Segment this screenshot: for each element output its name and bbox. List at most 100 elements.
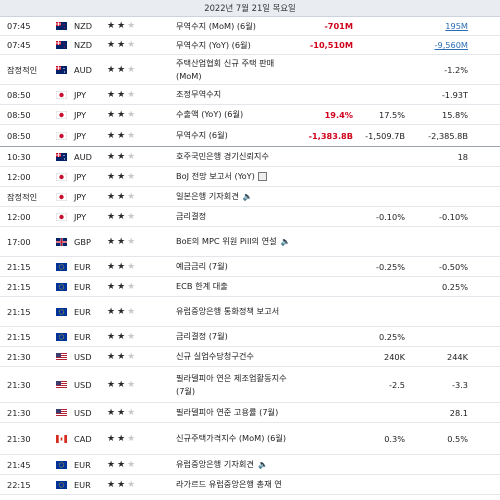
event-name[interactable]: BoJ 전망 보고서 (YoY) — [176, 167, 296, 186]
jp-flag — [56, 207, 69, 226]
event-name[interactable]: 무역수지 (6월) — [176, 125, 296, 146]
calendar-row[interactable]: 21:30 USD ★ ★ ★ 필라델피아 연은 제조업활동지수 (7월) -2.5 -3.3 — [0, 367, 500, 403]
event-title[interactable]: 수출액 (YoY) (6월) — [176, 109, 244, 119]
event-title[interactable]: 일본은행 기자회견 — [176, 191, 239, 201]
event-title[interactable]: 조정무역수지 — [176, 89, 222, 99]
event-title[interactable]: 예금금리 (7월) — [176, 261, 228, 271]
calendar-row[interactable]: 21:15 EUR ★ ★ ★ ECB 한계 대출 0.25% — [0, 277, 500, 297]
speaker-icon[interactable]: 🔈 — [242, 192, 253, 201]
calendar-row[interactable]: 08:50 JPY ★ ★ ★ 조정무역수지 -1.93T — [0, 85, 500, 105]
event-time: 12:00 — [7, 211, 31, 222]
previous-value: -9,560M — [434, 40, 468, 50]
event-title[interactable]: 유럽중앙은행 기자회견 — [176, 459, 254, 469]
event-title[interactable]: 필라델피아 연준 고용률 (7월) — [176, 407, 279, 417]
report-icon[interactable] — [257, 172, 267, 181]
event-name[interactable]: 일본은행 기자회견 🔈 — [176, 187, 296, 206]
event-name[interactable]: 수출액 (YoY) (6월) — [176, 105, 296, 124]
calendar-row[interactable]: 07:45 NZD ★ ★ ★ 무역수지 (MoM) (6월) -701M 195M — [0, 17, 500, 36]
forecast-value — [354, 55, 405, 84]
event-title[interactable]: 금리결정 (7월) — [176, 331, 228, 341]
actual-value — [260, 227, 353, 256]
event-name[interactable]: 무역수지 (MoM) (6월) — [176, 17, 296, 35]
star-icon: ★ — [107, 351, 116, 362]
event-name[interactable]: 무역수지 (YoY) (6월) — [176, 36, 296, 54]
event-title[interactable]: 무역수지 (MoM) (6월) — [176, 20, 256, 31]
us-flag — [56, 367, 69, 402]
star-icon: ★ — [127, 306, 136, 317]
importance-stars: ★ ★ ★ — [107, 85, 155, 104]
forecast-value: -2.5 — [389, 379, 405, 390]
ca-flag — [56, 423, 69, 454]
event-title[interactable]: 무역수지 (6월) — [176, 130, 228, 140]
importance-stars: ★ ★ ★ — [107, 36, 155, 54]
calendar-row[interactable]: 12:00 JPY ★ ★ ★ BoJ 전망 보고서 (YoY) — [0, 167, 500, 187]
event-name[interactable]: BoE의 MPC 위원 Pill의 연설 🔈 — [176, 227, 296, 256]
calendar-row[interactable]: 잠정적인 AUD ★ ★ ★ 주택산업협회 신규 주택 판매 (MoM) -1.2% — [0, 55, 500, 85]
actual-value — [260, 277, 353, 296]
event-name[interactable]: 조정무역수지 — [176, 85, 296, 104]
forecast-value: -0.10% — [376, 211, 405, 222]
previous-value: -1.2% — [444, 64, 468, 75]
event-title[interactable]: 유럽중앙은행 통화정책 보고서 — [176, 306, 280, 316]
event-title[interactable]: 금리결정 — [176, 211, 207, 221]
calendar-row[interactable]: 잠정적인 JPY ★ ★ ★ 일본은행 기자회견 🔈 — [0, 187, 500, 207]
speaker-icon[interactable]: 🔈 — [257, 460, 268, 469]
actual-value — [260, 187, 353, 206]
previous-value — [406, 475, 468, 494]
event-title[interactable]: 신규주택가격지수 (MoM) (6월) — [176, 433, 287, 443]
event-name[interactable]: 호주국민은행 경기신뢰지수 — [176, 147, 296, 166]
speaker-icon[interactable]: 🔈 — [280, 237, 291, 246]
event-title[interactable]: 무역수지 (YoY) (6월) — [176, 39, 251, 50]
calendar-row[interactable]: 21:30 USD ★ ★ ★ 신규 실업수당청구건수 240K 244K — [0, 347, 500, 367]
event-title[interactable]: BoE의 MPC 위원 Pill의 연설 — [176, 236, 277, 246]
event-title[interactable]: 필라델피아 연은 제조업활동지수 (7월) — [176, 372, 287, 396]
calendar-row[interactable]: 08:50 JPY ★ ★ ★ 수출액 (YoY) (6월) 19.4% 17.5% 15.8% — [0, 105, 500, 125]
calendar-row[interactable]: 21:15 EUR ★ ★ ★ 금리결정 (7월) 0.25% — [0, 327, 500, 347]
calendar-row[interactable]: 22:15 EUR ★ ★ ★ 라가르드 유럽중앙은행 총재 연 — [0, 475, 500, 495]
event-title[interactable]: 호주국민은행 경기신뢰지수 — [176, 151, 269, 161]
calendar-row[interactable]: 21:15 EUR ★ ★ ★ 예금금리 (7월) -0.25% -0.50% — [0, 257, 500, 277]
event-name[interactable]: 예금금리 (7월) — [176, 257, 296, 276]
event-title[interactable]: 주택산업협회 신규 주택 판매 (MoM) — [176, 57, 275, 81]
currency-code: CAD — [74, 433, 92, 444]
event-title[interactable]: 신규 실업수당청구건수 — [176, 351, 254, 361]
event-name[interactable]: 필라델피아 연은 제조업활동지수 (7월) — [176, 367, 296, 402]
calendar-row[interactable]: 21:30 CAD ★ ★ ★ 신규주택가격지수 (MoM) (6월) 0.3% 0.5% — [0, 423, 500, 455]
event-title[interactable]: BoJ 전망 보고서 (YoY) — [176, 171, 255, 181]
event-name[interactable]: 금리결정 (7월) — [176, 327, 296, 346]
previous-value — [406, 227, 468, 256]
calendar-row[interactable]: 21:15 EUR ★ ★ ★ 유럽중앙은행 통화정책 보고서 — [0, 297, 500, 327]
event-title[interactable]: 라가르드 유럽중앙은행 총재 연 — [176, 479, 282, 489]
event-name[interactable]: 유럽중앙은행 통화정책 보고서 — [176, 297, 296, 326]
jp-flag — [56, 105, 69, 124]
star-icon: ★ — [117, 211, 126, 222]
calendar-row[interactable]: 12:00 JPY ★ ★ ★ 금리결정 -0.10% -0.10% — [0, 207, 500, 227]
calendar-row[interactable]: 08:50 JPY ★ ★ ★ 무역수지 (6월) -1,383.8B -1,509.7B -2… — [0, 125, 500, 147]
jp-flag — [56, 192, 67, 201]
event-name[interactable]: 필라델피아 연준 고용률 (7월) — [176, 403, 296, 422]
previous-value: 195M — [445, 21, 468, 31]
previous-value — [406, 327, 468, 346]
event-name[interactable]: 금리결정 — [176, 207, 296, 226]
star-icon: ★ — [127, 21, 136, 31]
star-icon: ★ — [117, 236, 126, 247]
event-name[interactable]: 주택산업협회 신규 주택 판매 (MoM) — [176, 55, 296, 84]
importance-stars: ★ ★ ★ — [107, 147, 155, 166]
calendar-row[interactable]: 07:45 NZD ★ ★ ★ 무역수지 (YoY) (6월) -10,510M -9,560… — [0, 36, 500, 55]
event-name[interactable]: 신규 실업수당청구건수 — [176, 347, 296, 366]
event-name[interactable]: 유럽중앙은행 기자회견 🔈 — [176, 455, 296, 474]
event-title[interactable]: ECB 한계 대출 — [176, 281, 228, 291]
event-name[interactable]: ECB 한계 대출 — [176, 277, 296, 296]
calendar-row[interactable]: 21:30 USD ★ ★ ★ 필라델피아 연준 고용률 (7월) 28.1 — [0, 403, 500, 423]
eu-flag — [56, 460, 67, 469]
event-name[interactable]: 신규주택가격지수 (MoM) (6월) — [176, 423, 296, 454]
calendar-row[interactable]: 10:30 AUD ★ ★ ★ 호주국민은행 경기신뢰지수 18 — [0, 147, 500, 167]
event-name[interactable]: 라가르드 유럽중앙은행 총재 연 — [176, 475, 296, 494]
forecast-value — [354, 147, 405, 166]
calendar-row[interactable]: 17:00 GBP ★ ★ ★ BoE의 MPC 위원 Pill의 연설 🔈 — [0, 227, 500, 257]
forecast-value: -0.25% — [376, 261, 405, 272]
calendar-row[interactable]: 21:45 EUR ★ ★ ★ 유럽중앙은행 기자회견 🔈 — [0, 455, 500, 475]
star-icon: ★ — [127, 351, 136, 362]
importance-stars: ★ ★ ★ — [107, 125, 155, 146]
star-icon: ★ — [127, 236, 136, 247]
